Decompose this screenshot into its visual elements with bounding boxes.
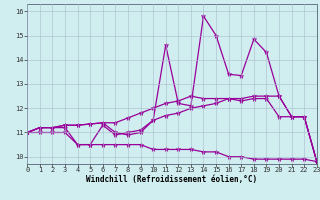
X-axis label: Windchill (Refroidissement éolien,°C): Windchill (Refroidissement éolien,°C) <box>86 175 258 184</box>
